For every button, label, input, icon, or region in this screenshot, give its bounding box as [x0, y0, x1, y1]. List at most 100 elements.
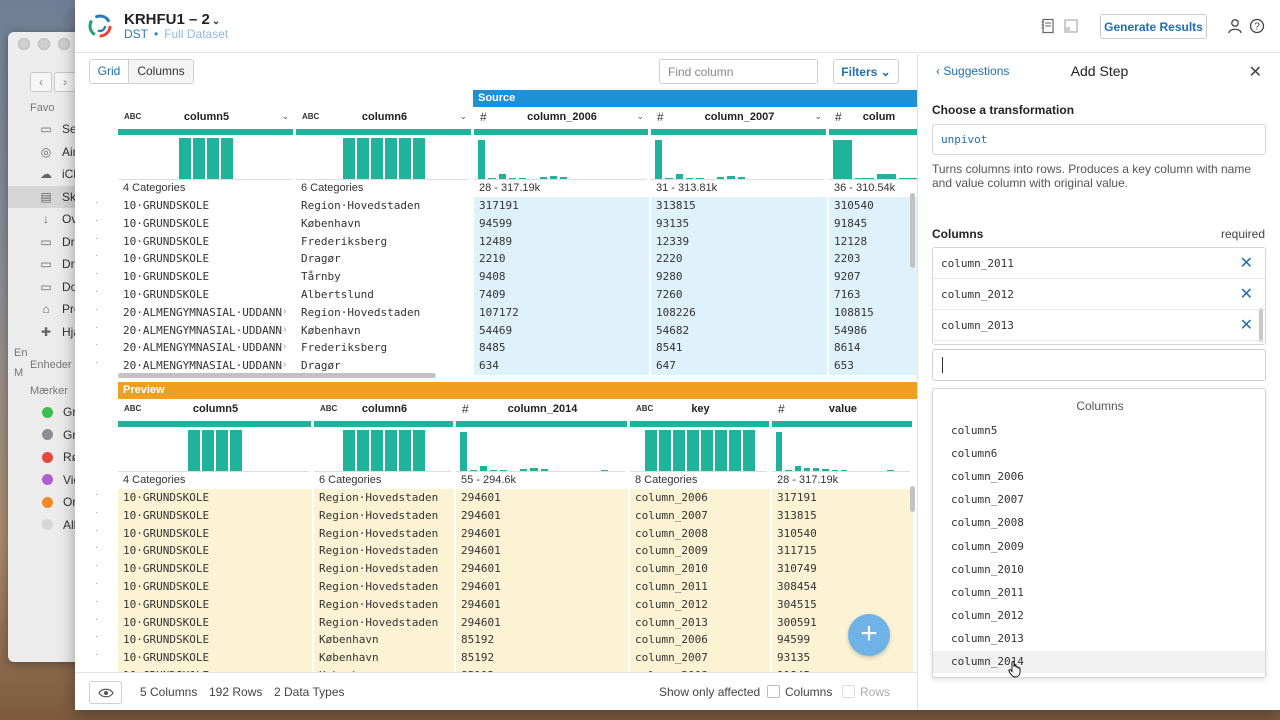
row-handle[interactable]: · — [95, 667, 98, 672]
table-row[interactable]: · 20·ALMENGYMNASIAL·UDDANN › København 54469… — [75, 321, 917, 340]
column-histogram[interactable] — [118, 428, 313, 472]
column-header[interactable]: # colum ⌄ — [829, 109, 917, 127]
notebook-icon[interactable] — [1040, 18, 1056, 34]
column-option[interactable]: column_2012 — [951, 608, 1024, 622]
row-handle[interactable]: · — [95, 232, 99, 244]
breadcrumb-dataset[interactable]: Full Dataset — [164, 27, 229, 41]
row-handle[interactable]: · — [95, 357, 99, 369]
column-histogram[interactable] — [772, 428, 914, 472]
row-handle[interactable]: · — [95, 506, 99, 518]
column-option[interactable]: column_2010 — [951, 562, 1024, 576]
chevron-down-icon[interactable]: ⌄ — [636, 111, 644, 121]
table-row[interactable]: · 10·GRUNDSKOLE Region·Hovedstaden 294601 co… — [75, 506, 917, 525]
table-row[interactable]: · 10·GRUNDSKOLE Region·Hovedstaden 294601 co… — [75, 542, 917, 561]
table-row[interactable]: · 10·GRUNDSKOLE Dragør 2210 2220 2203 — [75, 250, 917, 269]
finder-sidebar-item[interactable]: ▭ Dr — [8, 231, 88, 254]
finder-sidebar-item[interactable]: ☁ iCl — [8, 163, 88, 186]
column-histogram[interactable] — [118, 136, 295, 180]
table-row[interactable]: · 10·GRUNDSKOLE Region·Hovedstaden 294601 co… — [75, 560, 917, 578]
breadcrumb-dst[interactable]: DST — [124, 27, 148, 41]
view-columns-button[interactable]: Columns — [128, 59, 194, 84]
column-option[interactable]: column_2014 — [933, 651, 1265, 673]
source-horizontal-scrollbar[interactable] — [118, 373, 436, 378]
finder-window-controls[interactable] — [18, 38, 70, 50]
column-header[interactable]: ABC column6 ⌄ — [296, 109, 473, 127]
chevron-down-icon[interactable]: ⌄ — [211, 16, 221, 27]
row-handle[interactable]: · — [95, 321, 99, 333]
layout-icon[interactable] — [1063, 18, 1079, 34]
finder-sidebar-item[interactable]: ▭ Dr — [8, 253, 88, 276]
suggestions-back-link[interactable]: ‹ Suggestions — [936, 64, 1010, 78]
remove-column-icon[interactable]: ✕ — [1239, 286, 1253, 303]
column-option[interactable]: column_2009 — [951, 539, 1024, 553]
column-header[interactable]: ABC column6 — [314, 401, 455, 419]
row-handle[interactable]: · — [95, 268, 99, 280]
column-header[interactable]: # column_2014 — [456, 401, 629, 419]
row-handle[interactable]: · — [95, 489, 99, 500]
user-icon[interactable] — [1227, 18, 1243, 34]
finder-sidebar-item[interactable]: ▭ Do — [8, 276, 88, 299]
close-icon[interactable]: ✕ — [1248, 64, 1262, 81]
column-header[interactable]: # value — [772, 401, 914, 419]
table-row[interactable]: · 10·GRUNDSKOLE Region·Hovedstaden 294601 co… — [75, 489, 917, 507]
generate-results-button[interactable]: Generate Results — [1100, 14, 1207, 39]
column-header[interactable]: ABC key — [630, 401, 771, 419]
table-row[interactable]: · 10·GRUNDSKOLEKøbenhavn85192column_20089… — [75, 667, 917, 672]
finder-sidebar-item[interactable]: ▤ Sk — [8, 185, 88, 208]
back-icon[interactable]: ‹ — [30, 72, 52, 92]
row-handle[interactable]: · — [95, 542, 99, 554]
row-handle[interactable]: · — [95, 595, 99, 607]
column-histogram[interactable] — [296, 136, 473, 180]
table-row[interactable]: · 10·GRUNDSKOLE København 85192 column_2007 9… — [75, 649, 917, 667]
row-handle[interactable]: · — [95, 214, 99, 226]
help-icon[interactable]: ? — [1249, 18, 1265, 34]
row-handle[interactable]: · — [95, 250, 99, 262]
column-histogram[interactable] — [314, 428, 455, 472]
table-row[interactable]: · 20·ALMENGYMNASIAL·UDDANN › Dragør 634 647 65… — [75, 357, 917, 375]
source-vertical-scrollbar[interactable] — [910, 193, 915, 268]
column-option[interactable]: column_2008 — [951, 516, 1024, 530]
columns-checkbox[interactable] — [767, 685, 780, 698]
chevron-right-icon[interactable]: › — [283, 359, 287, 371]
finder-sidebar-item[interactable]: ↓ Ov — [8, 208, 88, 231]
column-option[interactable]: column_2011 — [951, 585, 1024, 599]
finder-tag-item[interactable]: All — [8, 514, 88, 537]
column-histogram[interactable] — [829, 136, 917, 180]
table-row[interactable]: · 20·ALMENGYMNASIAL·UDDANN › Frederiksberg 8… — [75, 339, 917, 358]
table-row[interactable]: · 10·GRUNDSKOLE København 94599 93135 91845 — [75, 214, 917, 233]
rows-checkbox[interactable] — [842, 685, 855, 698]
preview-vertical-scrollbar[interactable] — [910, 486, 915, 512]
column-histogram[interactable] — [456, 428, 629, 472]
table-row[interactable]: · 10·GRUNDSKOLE Frederiksberg 12489 12339 121… — [75, 232, 917, 251]
row-handle[interactable]: · — [95, 339, 99, 351]
table-row[interactable]: · 10·GRUNDSKOLE Region·Hovedstaden 294601 co… — [75, 613, 917, 632]
filters-button[interactable]: Filters ⌄ — [833, 59, 899, 84]
chevron-down-icon[interactable]: ⌄ — [281, 111, 289, 121]
transformation-field[interactable]: unpivot — [932, 124, 1266, 155]
row-handle[interactable]: · — [95, 560, 99, 572]
selected-list-scrollbar[interactable] — [1259, 308, 1263, 342]
column-search-input[interactable] — [932, 349, 1266, 381]
column-option[interactable]: column_2013 — [951, 631, 1024, 645]
row-handle[interactable]: · — [95, 303, 99, 315]
row-handle[interactable]: · — [95, 524, 99, 536]
chevron-right-icon[interactable]: › — [283, 341, 287, 353]
table-row[interactable]: · 10·GRUNDSKOLE Region·Hovedstaden 294601 co… — [75, 524, 917, 543]
chevron-down-icon[interactable]: ⌄ — [459, 111, 467, 121]
forward-icon[interactable]: › — [54, 72, 76, 92]
table-row[interactable]: · 10·GRUNDSKOLE København 85192 column_2006 9… — [75, 631, 917, 650]
row-handle[interactable]: · — [95, 649, 99, 661]
finder-sidebar-item[interactable]: ◎ Air — [8, 141, 88, 164]
column-histogram[interactable] — [474, 136, 650, 180]
row-handle[interactable]: · — [95, 197, 99, 208]
row-handle[interactable]: · — [95, 286, 99, 297]
chevron-down-icon[interactable]: ⌄ — [915, 111, 917, 122]
finder-sidebar-item[interactable]: ▭ Se — [8, 118, 88, 141]
remove-column-icon[interactable]: ✕ — [1239, 317, 1253, 334]
row-handle[interactable]: · — [95, 613, 99, 625]
row-handle[interactable]: · — [95, 631, 99, 643]
row-handle[interactable]: · — [95, 578, 99, 589]
column-header[interactable]: ABC column5 — [118, 401, 313, 419]
dataset-title[interactable]: KRHFU1 – 2 ⌄ — [124, 11, 221, 28]
find-column-input[interactable] — [659, 59, 818, 84]
